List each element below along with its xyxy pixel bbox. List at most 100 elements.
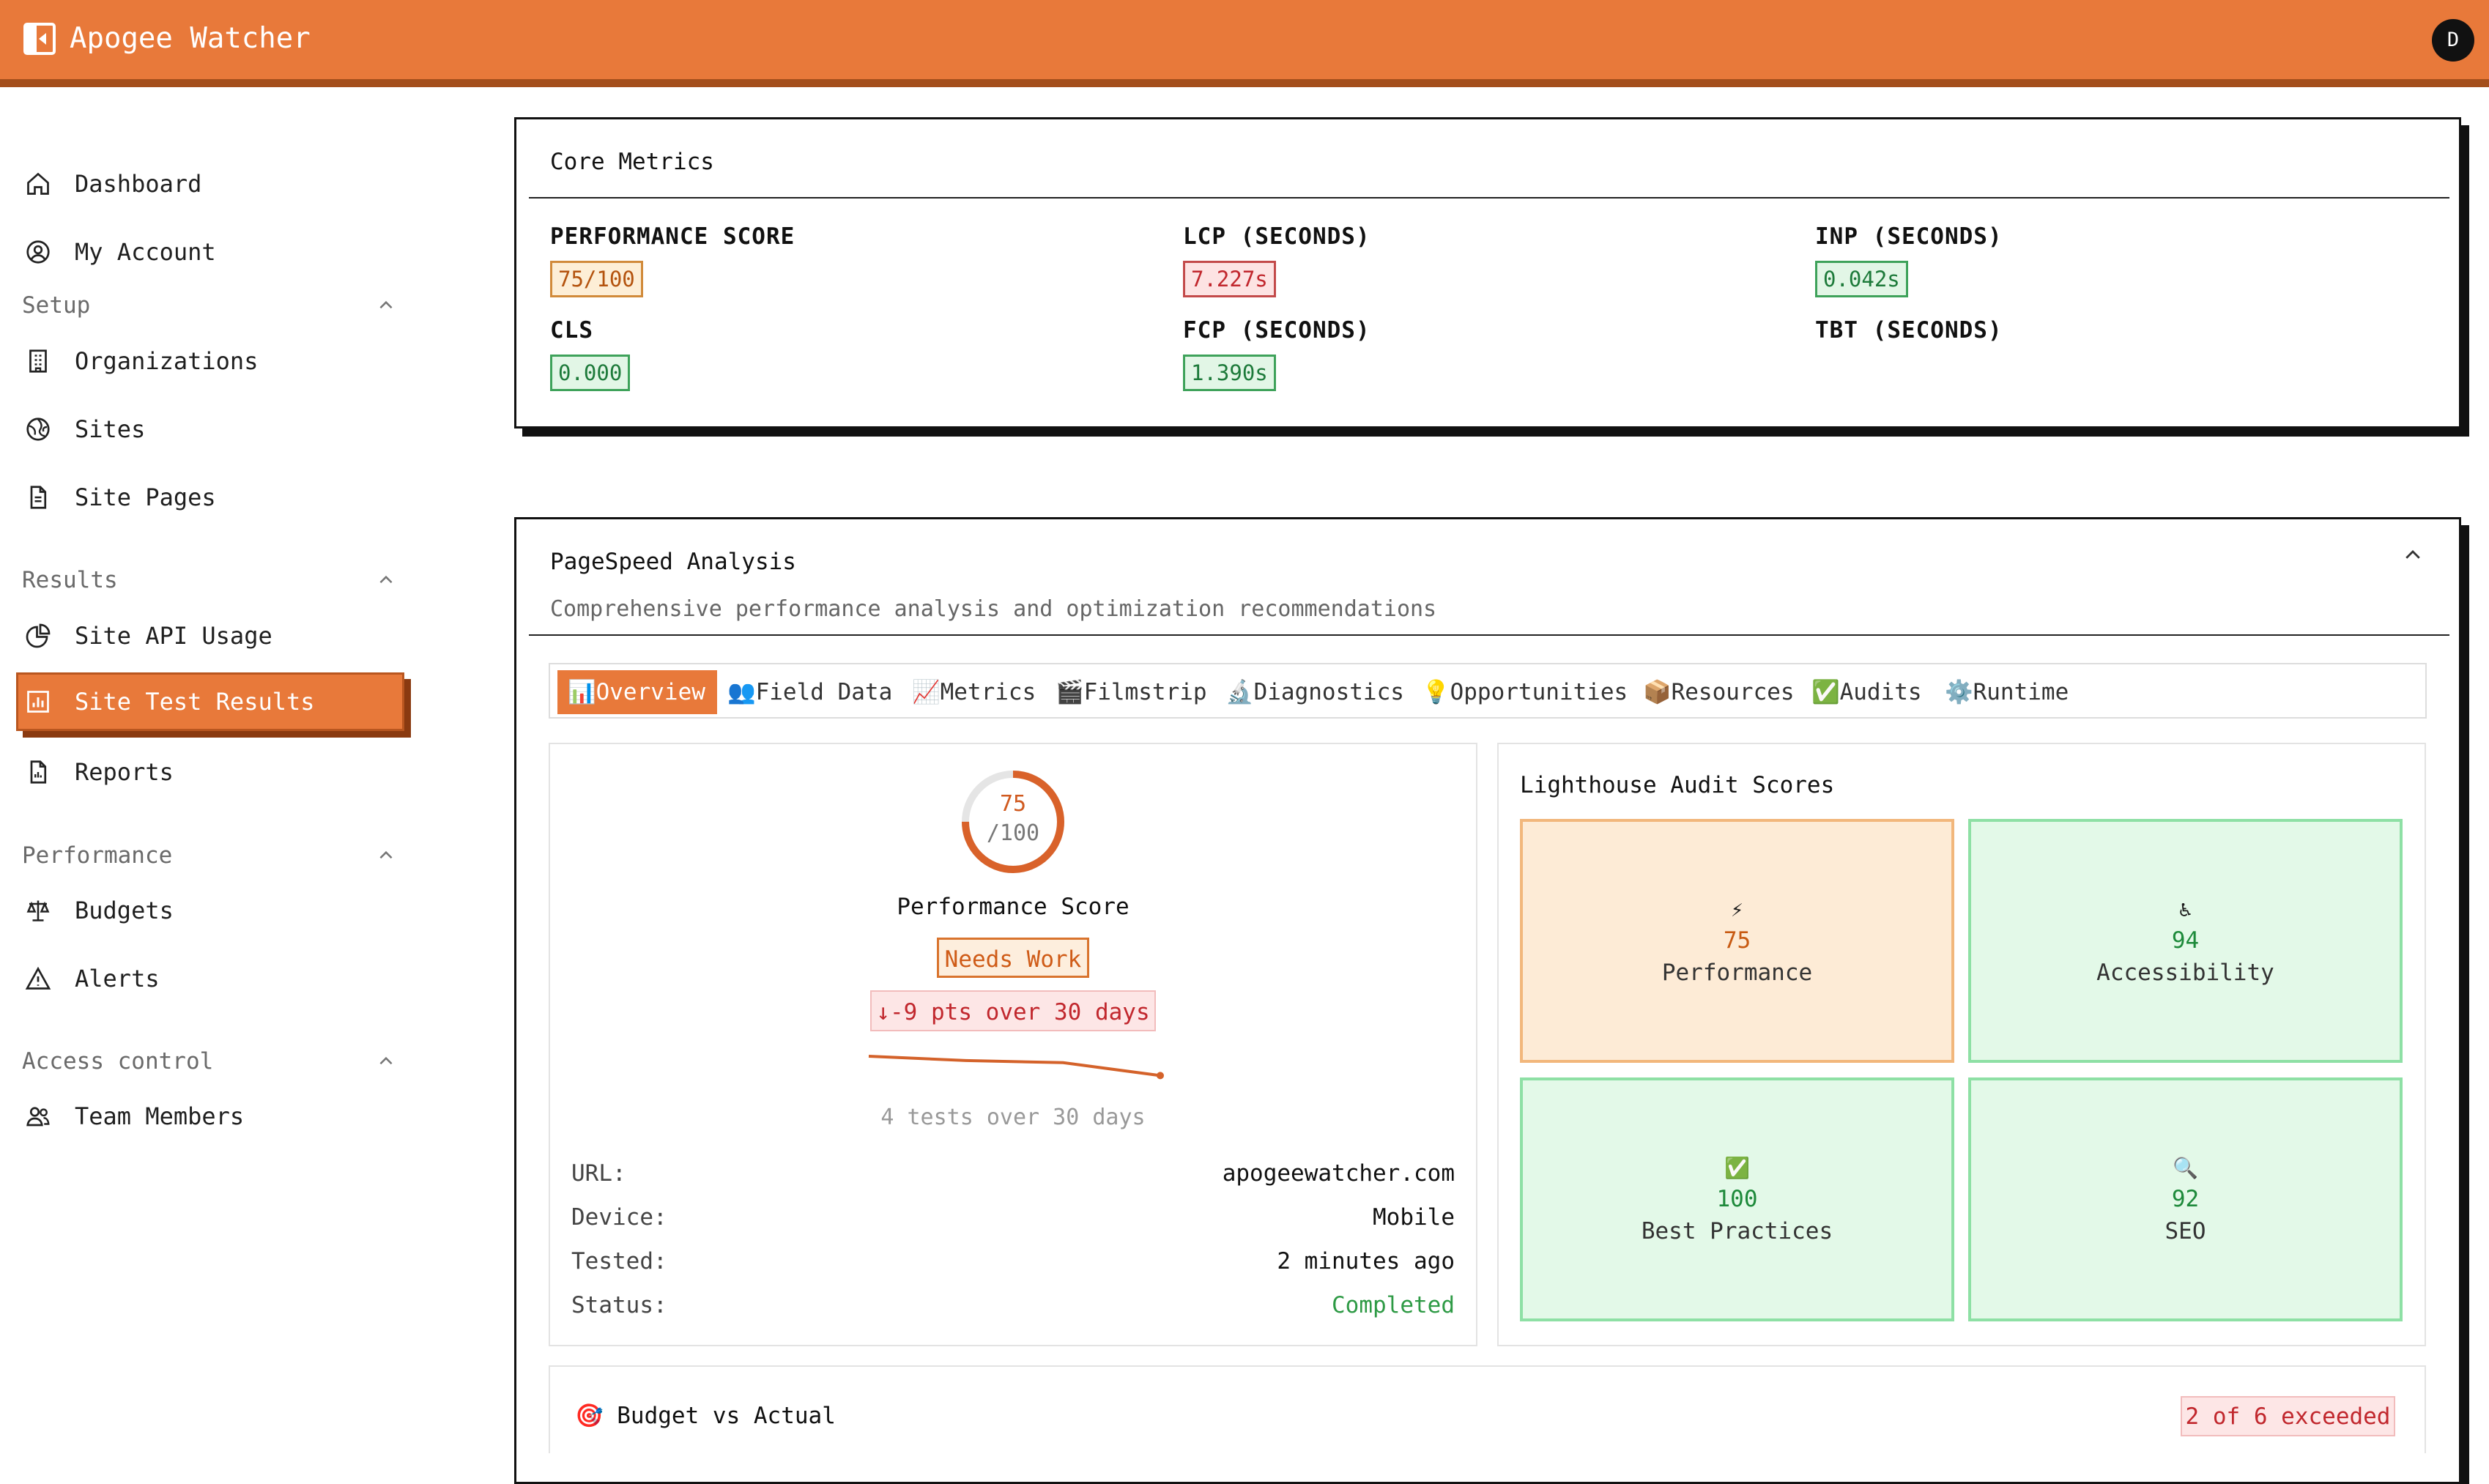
report-icon (30, 760, 47, 784)
users-icon (26, 1107, 50, 1127)
section-results[interactable]: Results (22, 562, 396, 598)
file-icon (30, 486, 47, 509)
section-setup[interactable]: Setup (22, 287, 396, 324)
chevron-up-icon (379, 575, 393, 584)
metric-fcp-label: FCP (SECONDS) (1183, 317, 1370, 344)
sidebar-toggle-icon[interactable] (23, 23, 56, 55)
tile-name: Accessibility (2096, 960, 2274, 986)
budget-title: 🎯 Budget vs Actual (575, 1403, 836, 1429)
accessibility-icon: ♿ (2179, 897, 2192, 921)
metric-performance-score-label: PERFORMANCE SCORE (550, 223, 795, 250)
info-tested-value: 2 minutes ago (1277, 1248, 1455, 1275)
info-url-value: apogeewatcher.com (1222, 1160, 1455, 1187)
tile-score: 94 (2171, 927, 2200, 954)
pagespeed-title: PageSpeed Analysis (550, 549, 796, 575)
info-url-label: URL: (571, 1160, 626, 1187)
tab-overview[interactable]: 📊Overview (557, 670, 717, 714)
tile-name: Performance (1661, 960, 1813, 986)
building-icon (29, 349, 47, 373)
chevron-up-icon (379, 1056, 393, 1065)
metric-cls-value: 0.000 (550, 355, 631, 391)
home-icon (27, 172, 49, 195)
tab-metrics[interactable]: 📈Metrics (912, 679, 1036, 705)
sidebar-item-dashboard[interactable]: Dashboard (16, 155, 404, 213)
tile-score: 100 (1716, 1186, 1758, 1212)
info-status-value: Completed (1332, 1292, 1455, 1318)
info-device-label: Device: (571, 1204, 667, 1231)
tile-score: 92 (2171, 1186, 2200, 1212)
score-ring (962, 771, 1064, 873)
globe-icon (26, 418, 50, 441)
score-value: 75 (999, 791, 1027, 817)
divider (529, 197, 2449, 199)
pie-chart-icon (26, 623, 51, 648)
section-performance[interactable]: Performance (22, 837, 396, 874)
budget-exceeded-badge: 2 of 6 exceeded (2181, 1396, 2395, 1436)
sidebar-item-team-members[interactable]: Team Members (16, 1087, 404, 1146)
sidebar-item-my-account[interactable]: My Account (16, 223, 404, 281)
sidebar-item-site-pages[interactable]: Site Pages (16, 468, 404, 527)
metric-lcp-label: LCP (SECONDS) (1183, 223, 1370, 250)
score-trend-badge: ↓-9 pts over 30 days (870, 990, 1156, 1031)
bar-chart-icon (27, 691, 49, 713)
sidebar-item-site-test-results[interactable]: Site Test Results (16, 672, 404, 731)
score-label: Performance Score (897, 894, 1129, 920)
section-access-control[interactable]: Access control (22, 1043, 396, 1080)
tile-score: 75 (1723, 927, 1751, 954)
pagespeed-subtitle: Comprehensive performance analysis and o… (550, 596, 1437, 622)
top-bar: Apogee Watcher D (0, 0, 2489, 87)
info-tested-label: Tested: (571, 1248, 667, 1275)
overview-panel (549, 743, 1477, 1346)
tab-runtime[interactable]: ⚙️Runtime (1945, 679, 2069, 705)
sidebar-item-site-api-usage[interactable]: Site API Usage (16, 606, 404, 665)
lighthouse-tile-accessibility: ♿ 94 Accessibility (1968, 819, 2403, 1063)
lighthouse-tile-performance: ⚡ 75 Performance (1520, 819, 1954, 1063)
lighthouse-tile-seo: 🔍 92 SEO (1968, 1077, 2403, 1321)
core-metrics-card: Core Metrics PERFORMANCE SCORE 75/100 LC… (514, 117, 2461, 428)
metric-lcp-value: 7.227s (1183, 261, 1276, 297)
sparkline-caption: 4 tests over 30 days (880, 1105, 1146, 1130)
budget-panel (549, 1365, 2426, 1453)
sparkline-line (868, 1055, 1161, 1077)
metric-cls-label: CLS (550, 317, 593, 344)
tab-filmstrip[interactable]: 🎬Filmstrip (1056, 679, 1207, 705)
check-icon: ✅ (1724, 1156, 1750, 1180)
tab-field-data[interactable]: 👥Field Data (727, 679, 893, 705)
metric-fcp-value: 1.390s (1183, 355, 1276, 391)
metric-inp-label: INP (SECONDS) (1815, 223, 2003, 250)
sparkline-end-point (1157, 1072, 1164, 1080)
metric-tbt-label: TBT (SECONDS) (1815, 317, 2003, 344)
app-title: Apogee Watcher (70, 22, 311, 55)
chevron-up-icon (379, 300, 393, 309)
lighthouse-tile-best-practices: ✅ 100 Best Practices (1520, 1077, 1954, 1321)
core-metrics-title: Core Metrics (550, 149, 714, 175)
tab-opportunities[interactable]: 💡Opportunities (1422, 679, 1628, 705)
info-device-value: Mobile (1373, 1204, 1455, 1231)
tab-resources[interactable]: 📦Resources (1643, 679, 1795, 705)
tile-name: SEO (2165, 1218, 2206, 1244)
sidebar-item-organizations[interactable]: Organizations (16, 332, 404, 390)
warning-icon (25, 966, 51, 990)
lighthouse-title: Lighthouse Audit Scores (1520, 772, 1835, 798)
collapse-chevron-icon[interactable] (2402, 544, 2424, 566)
tab-diagnostics[interactable]: 🔬Diagnostics (1225, 679, 1404, 705)
sidebar-item-reports[interactable]: Reports (16, 743, 404, 801)
tile-name: Best Practices (1641, 1218, 1833, 1244)
avatar[interactable]: D (2432, 19, 2474, 62)
score-status-badge: Needs Work (937, 938, 1089, 978)
info-status-label: Status: (571, 1292, 667, 1318)
sidebar-item-alerts[interactable]: Alerts (16, 949, 404, 1008)
lightning-icon: ⚡ (1731, 897, 1743, 921)
scale-icon (26, 900, 50, 921)
metric-inp-value: 0.042s (1815, 261, 1908, 297)
metric-performance-score-value: 75/100 (550, 261, 643, 297)
divider (529, 634, 2449, 636)
pagespeed-tabs: 📊Overview 👥Field Data 📈Metrics 🎬Filmstri… (549, 663, 2427, 719)
sidebar-item-budgets[interactable]: Budgets (16, 881, 404, 940)
tab-audits[interactable]: ✅Audits (1811, 679, 1922, 705)
magnifier-icon: 🔍 (2173, 1156, 2198, 1180)
sidebar-item-sites[interactable]: Sites (16, 400, 404, 459)
score-arc (962, 771, 1064, 873)
user-circle-icon (26, 240, 50, 264)
score-max: /100 (986, 820, 1040, 846)
